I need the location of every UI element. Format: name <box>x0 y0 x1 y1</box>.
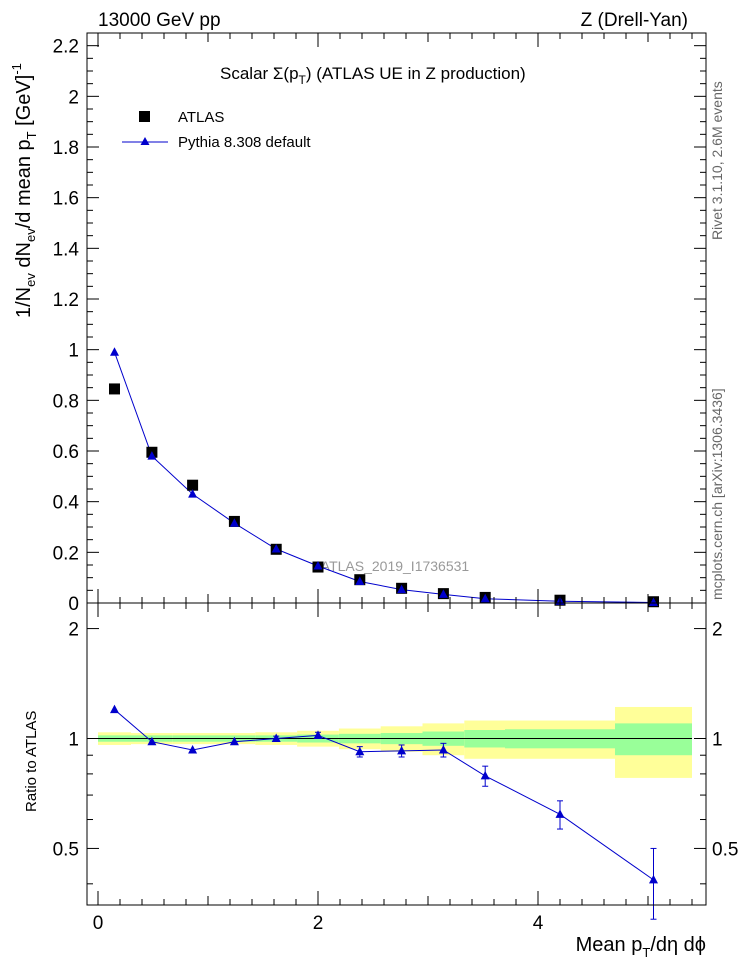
ratio-point <box>313 730 323 739</box>
pythia-point <box>271 544 281 553</box>
y-tick-label: 0.6 <box>53 442 79 463</box>
pythia-point <box>110 347 119 356</box>
ratio-plot-data <box>110 704 658 920</box>
y-tick-label: 0.4 <box>53 493 80 514</box>
ratio-y-tick-label-right: 0.5 <box>712 839 738 860</box>
x-tick-label: 4 <box>533 913 544 934</box>
atlas-point <box>109 383 120 395</box>
pythia-line <box>114 352 654 603</box>
pythia-point <box>649 597 658 606</box>
pythia-point <box>480 593 490 603</box>
ratio-point <box>147 736 157 746</box>
plot-title-end: ) (ATLAS UE in Z production) <box>306 64 526 83</box>
ratio-point <box>555 809 565 818</box>
ratio-point <box>355 746 365 756</box>
legend-label-pythia: Pythia 8.308 default <box>178 134 311 151</box>
y-tick-label: 1 <box>68 341 79 362</box>
ratio-point <box>271 733 281 743</box>
ratio-y-tick-label: 0.5 <box>53 839 79 860</box>
y-tick-label: 1.6 <box>53 189 79 210</box>
ratio-frame <box>86 602 707 906</box>
pythia-point <box>355 576 365 585</box>
y-axis-label-main: 1/Nev dNev/d mean pT [GeV]-1 <box>9 63 39 318</box>
pythia-point <box>397 584 407 594</box>
plot-title-main: Scalar Σ(p <box>220 64 299 83</box>
header-left: 13000 GeV pp <box>98 10 221 31</box>
ratio-y-tick-label: 1 <box>68 730 79 751</box>
y-tick-label: 1.4 <box>53 239 80 260</box>
ratio-y-tick-label: 2 <box>68 620 79 641</box>
pythia-point <box>229 518 239 527</box>
ratio-y-tick-label-right: 2 <box>712 620 723 641</box>
ratio-point <box>188 745 198 754</box>
x-tick-label: 2 <box>313 913 324 934</box>
axes-frames: 0 0.2 0.4 0.6 0.8 1 1.2 1.4 1.6 1.8 2 2.2 0 2 4 0.5 0.5 1… <box>53 32 738 934</box>
legend-marker-pythia <box>140 137 150 145</box>
legend-marker-atlas <box>139 111 150 122</box>
y-tick-label: 0.2 <box>53 543 79 564</box>
ratio-point <box>110 704 119 714</box>
y-tick-label: 1.8 <box>53 138 79 159</box>
rivet-label: Rivet 3.1.10, 2.6M events <box>709 81 725 240</box>
ratio-y-tick-label-right: 1 <box>712 730 723 751</box>
y-tick-label: 1.2 <box>53 290 79 311</box>
x-tick-label: 0 <box>93 913 104 934</box>
ratio-point <box>649 874 658 884</box>
pythia-point <box>147 451 157 460</box>
ratio-plot-area <box>98 706 692 778</box>
watermark: ATLAS_2019_I1736531 <box>321 558 470 574</box>
legend: ATLAS Pythia 8.308 default <box>122 109 311 151</box>
ratio-line <box>114 709 654 881</box>
y-tick-label: 0.8 <box>53 391 79 412</box>
plot-title-sub: T <box>299 73 307 87</box>
ratio-point <box>480 770 490 780</box>
pythia-point <box>313 561 323 570</box>
x-axis-label: Mean pT/dη dϕ <box>576 934 706 960</box>
header-right: Z (Drell-Yan) <box>581 10 688 31</box>
plot-title: Scalar Σ(pT) (ATLAS UE in Z production) <box>220 64 526 87</box>
pythia-point <box>188 489 198 498</box>
atlas-point <box>187 479 199 491</box>
ratio-point <box>229 736 239 746</box>
ratio-point <box>397 745 407 755</box>
ratio-point <box>438 745 448 754</box>
y-axis-label-ratio: Ratio to ATLAS <box>23 711 40 812</box>
band-inner <box>615 723 692 756</box>
y-tick-label: 2 <box>68 87 79 108</box>
y-tick-label: 0 <box>68 594 79 615</box>
pythia-point <box>438 589 448 598</box>
y-tick-label: 2.2 <box>53 37 79 58</box>
mcplots-label: mcplots.cern.ch [arXiv:1306.3436] <box>709 388 725 600</box>
legend-label-atlas: ATLAS <box>178 109 224 126</box>
